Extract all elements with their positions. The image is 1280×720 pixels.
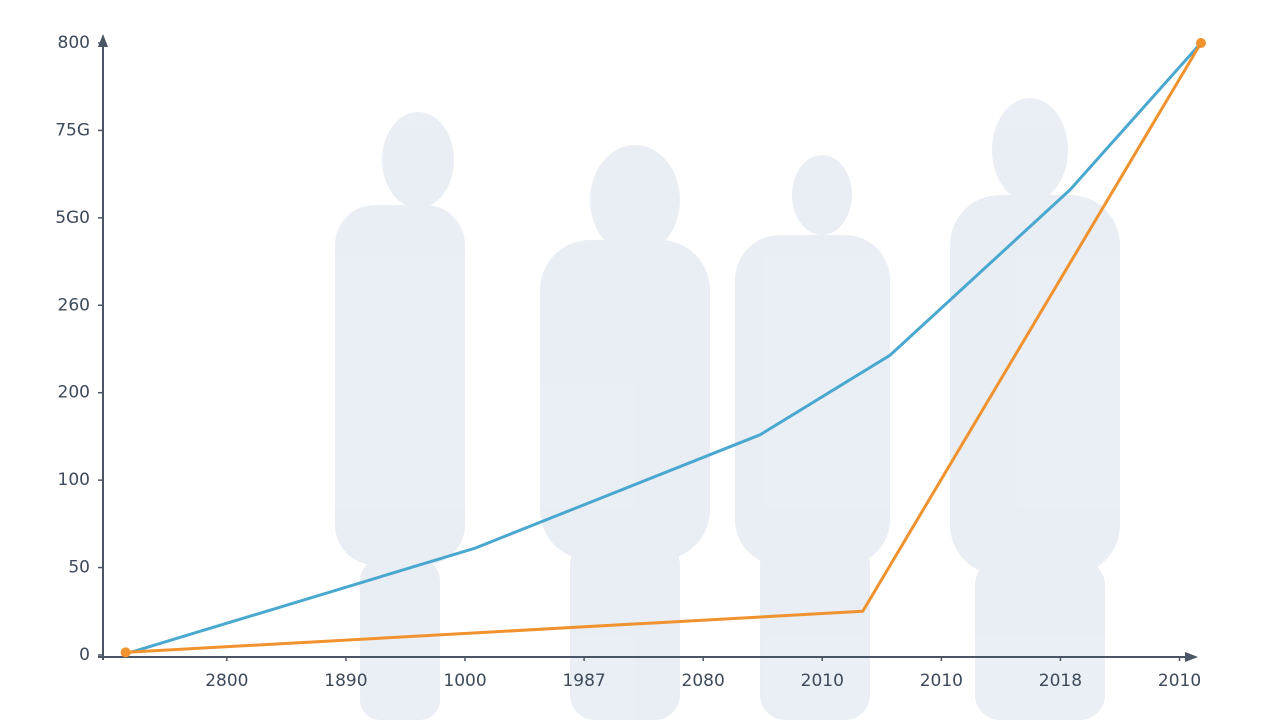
y-axis-arrow (98, 34, 108, 47)
series-line (125, 42, 1203, 654)
series-line (129, 42, 1203, 654)
x-tick-label: 2010 (920, 671, 963, 691)
x-tick-label: 1890 (324, 671, 367, 691)
x-tick-label: 1000 (443, 671, 486, 691)
y-tick-label: 5G0 (55, 208, 90, 228)
y-tick-label: 260 (58, 295, 90, 315)
x-tick-label: 2080 (682, 671, 725, 691)
x-tick-label: 2018 (1039, 671, 1082, 691)
series-marker (120, 647, 131, 658)
y-tick-label: 800 (58, 33, 90, 53)
x-tick-label: 2010 (801, 671, 844, 691)
y-tick-label: 0 (79, 645, 90, 665)
x-tick-label: 2010 (1158, 671, 1201, 691)
y-tick-label: 100 (58, 470, 90, 490)
background-figures (335, 98, 1120, 720)
x-axis-arrow (1185, 652, 1198, 662)
y-tick-label: 50 (68, 558, 90, 578)
x-tick-label: 1987 (562, 671, 605, 691)
series-marker (1195, 38, 1206, 48)
y-tick-label: 75G (55, 120, 90, 140)
y-tick-label: 200 (58, 383, 90, 403)
x-tick-label: 2800 (205, 671, 248, 691)
